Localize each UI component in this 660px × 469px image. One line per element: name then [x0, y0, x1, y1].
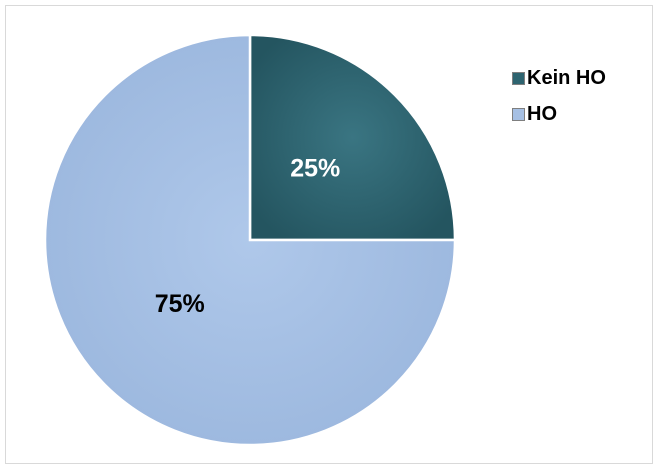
- pie-slice-kein-ho: [248, 33, 457, 242]
- legend-item-ho: HO: [512, 100, 606, 128]
- legend-swatch-kein-ho: [512, 71, 525, 85]
- data-label-ho: 75%: [155, 290, 205, 318]
- legend-label-ho: HO: [527, 102, 557, 125]
- legend-label-kein-ho: Kein HO: [527, 66, 606, 89]
- legend-swatch-ho: [512, 107, 525, 121]
- pie-slice-ho: [43, 33, 457, 447]
- data-label-kein-ho: 25%: [290, 154, 340, 182]
- legend-item-kein-ho: Kein HO: [512, 64, 606, 92]
- legend: Kein HO HO: [512, 64, 606, 136]
